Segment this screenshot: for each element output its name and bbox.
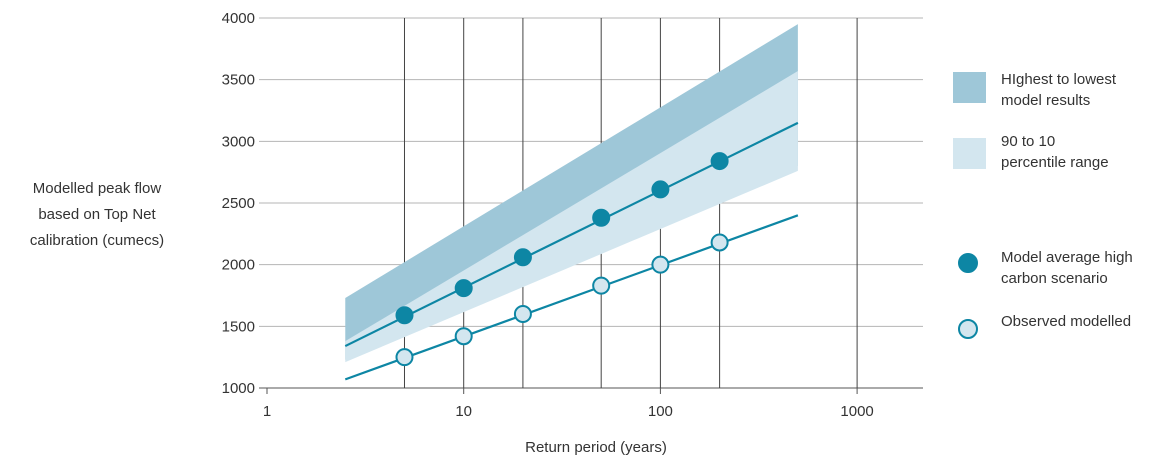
legend-label: Model average high [1001,249,1133,266]
filled-data-point [592,208,611,227]
y-axis-label-line-1: Modelled peak flow [33,180,162,197]
x-tick-label: 1 [263,403,271,420]
y-tick-labels: 1000 1500 2000 2500 3000 3500 4000 [222,10,255,397]
y-tick-label: 1500 [222,318,255,335]
hollow-data-point [513,305,532,323]
legend-label: 90 to 10 [1001,133,1055,150]
band-area-2 [345,71,798,363]
legend-marker-3 [958,253,978,273]
legend-swatch-1 [953,72,986,103]
filled-data-point [513,248,532,267]
hollow-data-point [395,348,414,367]
filled-data-point [710,152,729,171]
x-tick-label: 10 [455,403,472,420]
legend-label: carbon scenario [1001,270,1108,287]
legend: HIghest to lowest model results 90 to 10 pe… [953,71,1133,339]
series-line-1 [344,121,799,348]
legend-label: Observed modelled [1001,313,1131,330]
legend-swatch-2 [953,138,986,169]
x-tick-label: 100 [648,403,673,420]
filled-data-point [395,306,414,325]
hollow-data-point [592,276,611,295]
y-axis-label-line-3: calibration (cumecs) [30,232,164,249]
hollow-data-point [651,255,670,274]
y-tick-label: 4000 [222,10,255,27]
filled-data-point [651,180,670,199]
hollow-data-point [710,233,729,252]
x-tick-labels: 1 10 100 1000 [263,388,874,420]
y-tick-label: 3000 [222,133,255,150]
y-tick-label: 2500 [222,195,255,212]
hollow-data-point [454,327,473,346]
filled-data-point [454,279,473,298]
legend-label: model results [1001,92,1090,109]
y-tick-label: 1000 [222,380,255,397]
legend-label: percentile range [1001,154,1109,171]
y-axis-label-line-2: based on Top Net [38,206,156,223]
y-tick-label: 2000 [222,257,255,274]
series-points [395,152,729,367]
x-tick-label: 1000 [840,403,873,420]
y-tick-label: 3500 [222,72,255,89]
legend-marker-4 [958,319,978,339]
x-axis-label: Return period (years) [525,439,667,456]
legend-label: HIghest to lowest [1001,71,1117,88]
